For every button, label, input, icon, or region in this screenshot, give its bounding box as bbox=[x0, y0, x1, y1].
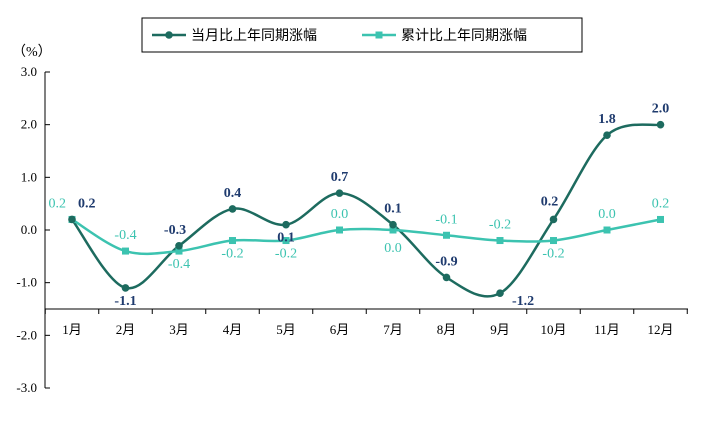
legend-marker-cumulative bbox=[375, 31, 383, 39]
data-labels: 0.2 -1.1 -0.3 0.4 0.1 0.7 0.1 -0.9 -1.2 0.2 1.8 2.0… bbox=[49, 102, 670, 310]
data-label-monthly: 1.8 bbox=[598, 112, 616, 127]
marker-cumulative bbox=[496, 237, 504, 245]
x-tick-label: 8月 bbox=[437, 322, 457, 337]
data-label-monthly: 0.7 bbox=[331, 170, 349, 185]
data-label-cumulative: -0.2 bbox=[489, 218, 511, 233]
marker-monthly bbox=[282, 220, 290, 229]
legend-marker-monthly bbox=[165, 31, 173, 39]
marker-cumulative bbox=[657, 215, 664, 223]
y-tick-label: -2.0 bbox=[16, 327, 37, 342]
marker-cumulative bbox=[389, 226, 397, 234]
marker-monthly bbox=[121, 284, 130, 292]
data-label-cumulative: -0.2 bbox=[275, 247, 297, 262]
marker-monthly bbox=[656, 120, 665, 129]
data-label-cumulative: -0.1 bbox=[435, 212, 457, 227]
series-markers bbox=[68, 120, 665, 298]
marker-cumulative bbox=[550, 237, 557, 245]
y-axis-unit: （%） bbox=[12, 44, 52, 60]
data-label-monthly: -0.3 bbox=[164, 223, 186, 238]
data-label-cumulative: 0.0 bbox=[384, 241, 402, 256]
marker-monthly bbox=[496, 289, 504, 298]
legend: 当月比上年同期涨幅 累计比上年同期涨幅 bbox=[141, 17, 583, 53]
x-tick-label: 7月 bbox=[383, 322, 403, 337]
data-label-monthly: 0.1 bbox=[277, 231, 295, 246]
data-label-cumulative: 0.2 bbox=[652, 196, 670, 211]
data-label-cumulative: 0.0 bbox=[331, 207, 349, 222]
marker-monthly bbox=[335, 189, 344, 197]
data-label-cumulative: -0.4 bbox=[114, 228, 136, 243]
legend-label-cumulative: 累计比上年同期涨幅 bbox=[401, 28, 527, 44]
marker-monthly bbox=[68, 215, 76, 224]
x-tick-label: 6月 bbox=[330, 322, 350, 337]
data-label-monthly: 2.0 bbox=[652, 102, 670, 117]
marker-cumulative bbox=[175, 247, 183, 255]
marker-cumulative bbox=[229, 237, 236, 245]
marker-monthly bbox=[549, 215, 558, 224]
marker-cumulative bbox=[603, 226, 611, 234]
series-line-cumulative bbox=[71, 218, 661, 256]
x-tick-label: 3月 bbox=[169, 322, 189, 337]
data-label-cumulative: 0.2 bbox=[49, 196, 67, 211]
legend-label-monthly: 当月比上年同期涨幅 bbox=[191, 28, 317, 44]
axes: 3.0 2.0 1.0 0.0 -1.0 -2.0 -3.0 （%） 1月 2月 3月 4月 5月 6月 7… bbox=[12, 44, 688, 395]
data-label-monthly: 0.2 bbox=[541, 194, 559, 209]
data-label-monthly: -1.2 bbox=[512, 294, 534, 309]
x-tick-label: 11月 bbox=[594, 322, 620, 337]
y-tick-label: 3.0 bbox=[21, 64, 37, 79]
x-tick-label: 10月 bbox=[540, 322, 566, 337]
data-label-cumulative: -0.2 bbox=[542, 247, 564, 262]
marker-cumulative bbox=[282, 237, 290, 245]
marker-monthly bbox=[175, 242, 183, 250]
x-tick-label: 5月 bbox=[276, 322, 296, 337]
marker-monthly bbox=[389, 220, 397, 229]
marker-monthly bbox=[228, 205, 237, 213]
series-line-monthly bbox=[71, 123, 661, 298]
data-label-cumulative: 0.0 bbox=[598, 207, 616, 222]
y-tick-label: -1.0 bbox=[16, 275, 37, 290]
data-label-monthly: 0.4 bbox=[224, 186, 242, 201]
data-label-monthly: 0.1 bbox=[384, 202, 402, 217]
x-tick-label: 9月 bbox=[490, 322, 510, 337]
data-label-monthly: -0.9 bbox=[435, 254, 457, 269]
marker-cumulative bbox=[122, 247, 129, 255]
data-label-monthly: -1.1 bbox=[114, 294, 136, 309]
y-tick-label: 1.0 bbox=[21, 169, 37, 184]
series-lines bbox=[71, 123, 661, 298]
data-label-cumulative: -0.4 bbox=[168, 257, 190, 272]
data-label-monthly: 0.2 bbox=[78, 196, 96, 211]
data-label-cumulative: -0.2 bbox=[221, 247, 243, 262]
x-tick-label: 2月 bbox=[116, 322, 136, 337]
y-tick-label: -3.0 bbox=[16, 380, 37, 395]
y-tick-label: 0.0 bbox=[21, 222, 37, 237]
y-tick-label: 2.0 bbox=[21, 117, 37, 132]
x-tick-label: 12月 bbox=[647, 322, 673, 337]
marker-cumulative bbox=[336, 226, 343, 234]
marker-cumulative bbox=[443, 231, 450, 239]
x-tick-label: 1月 bbox=[62, 322, 82, 337]
marker-monthly bbox=[603, 131, 611, 139]
marker-monthly bbox=[442, 273, 451, 282]
x-tick-label: 4月 bbox=[223, 322, 243, 337]
